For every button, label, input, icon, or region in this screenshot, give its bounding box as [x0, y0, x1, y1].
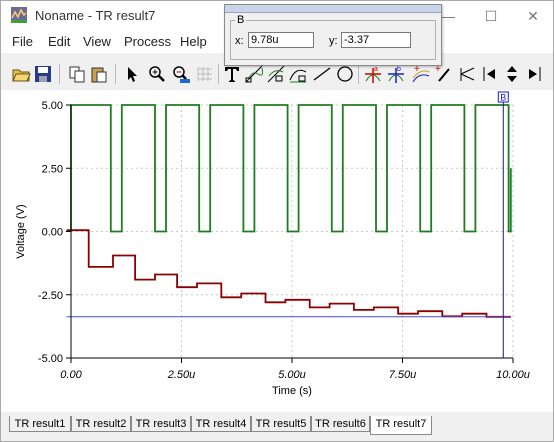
zoom-100-icon[interactable] [171, 64, 191, 84]
chart-app-icon [11, 7, 27, 23]
y-value-field[interactable] [341, 32, 411, 48]
tab-tr-result5[interactable]: TR result5 [251, 416, 311, 432]
menu-process[interactable]: Process [124, 34, 171, 49]
cursor-a-icon[interactable]: a [363, 64, 383, 84]
paste-icon[interactable] [89, 64, 109, 84]
ellipse-tool-icon[interactable] [335, 64, 355, 84]
axes: 5.00 2.50 0.00 -2.50 -5.00 0.00 2.50u 5.00u 7.50… [15, 100, 530, 397]
cursor-group-label: B [235, 14, 247, 26]
x-tick-label: 2.50u [167, 369, 196, 381]
line-tool-icon[interactable] [312, 64, 332, 84]
curve-tool-3-icon[interactable] [288, 64, 308, 84]
y-tick-label: -2.50 [38, 290, 63, 302]
x-tick-label: 5.00u [278, 369, 306, 381]
svg-text:a: a [374, 66, 378, 73]
prev-arrow-icon[interactable] [480, 64, 500, 84]
pen-tool-icon[interactable]: + [433, 64, 453, 84]
tab-tr-result2[interactable]: TR result2 [71, 416, 131, 432]
select-arrow-icon[interactable] [121, 64, 141, 84]
tab-tr-result7[interactable]: TR result7 [370, 416, 432, 435]
save-icon[interactable] [33, 64, 53, 84]
plot-area[interactable]: 5.00 2.50 0.00 -2.50 -5.00 0.00 2.50u 5.00u 7.50… [1, 90, 553, 412]
x-axis-label: Time (s) [272, 385, 312, 397]
cursor-b-marker [497, 91, 509, 103]
result-tabs: TR result1 TR result2 TR result3 TR resu… [1, 412, 553, 441]
menu-help[interactable]: Help [180, 34, 207, 49]
svg-text:+: + [435, 64, 441, 75]
tab-tr-result1[interactable]: TR result1 [9, 416, 71, 432]
toolbar-separator [358, 64, 359, 84]
series-layer [66, 104, 512, 318]
x-value-field[interactable] [248, 32, 314, 48]
toolbar-separator [218, 64, 219, 84]
square-wave-trace [70, 104, 512, 233]
maximize-button[interactable]: ☐ [484, 8, 498, 24]
grid-icon[interactable] [195, 64, 215, 84]
tab-tr-result3[interactable]: TR result3 [131, 416, 191, 432]
x-tick-label: 7.50u [389, 369, 417, 381]
text-tool-icon[interactable] [222, 64, 242, 84]
y-tick-label: 2.50 [42, 163, 63, 175]
y-tick-label: -5.00 [38, 353, 63, 365]
voltage-chart: 5.00 2.50 0.00 -2.50 -5.00 0.00 2.50u 5.00u 7.50… [15, 91, 530, 397]
cursor-b-group [230, 20, 436, 60]
copy-icon[interactable] [67, 64, 87, 84]
cursor-b-icon[interactable]: b [386, 64, 406, 84]
next-arrow-icon[interactable] [524, 64, 544, 84]
cursor-b-layer: B [497, 91, 509, 358]
toolbar-separator [115, 64, 116, 84]
tab-tr-result4[interactable]: TR result4 [191, 416, 251, 432]
marker-icon[interactable] [458, 64, 478, 84]
step-response-trace [66, 229, 511, 318]
svg-text:b: b [397, 66, 401, 73]
x-tick-label: 0.00 [60, 369, 82, 381]
x-label: x: [235, 35, 244, 47]
minimize-button[interactable]: — [441, 8, 455, 24]
panel-title-bar[interactable] [225, 5, 441, 13]
curve-tool-2-icon[interactable] [266, 64, 286, 84]
y-tick-label: 5.00 [42, 100, 63, 112]
y-label: y: [329, 35, 338, 47]
close-button[interactable]: ✕ [527, 8, 539, 24]
y-tick-label: 0.00 [42, 227, 63, 239]
zoom-in-icon[interactable] [147, 64, 167, 84]
tab-tr-result6[interactable]: TR result6 [311, 416, 370, 432]
toolbar: a b + + [1, 58, 553, 90]
menu-edit[interactable]: Edit [48, 34, 71, 49]
menu-file[interactable]: File [12, 34, 33, 49]
svg-text:+: + [414, 64, 420, 75]
add-curve-icon[interactable]: + [411, 64, 431, 84]
toolbar-separator [59, 64, 60, 84]
menu-view[interactable]: View [83, 34, 111, 49]
curve-tool-icon[interactable] [244, 64, 264, 84]
y-axis-label: Voltage (V) [15, 204, 27, 258]
x-tick-label: 10.00u [496, 369, 530, 381]
open-folder-icon[interactable] [11, 64, 31, 84]
window-title: Noname - TR result7 [35, 8, 156, 23]
cursor-readout-panel: B x: y: [224, 4, 442, 66]
cursor-b-label: B [500, 93, 506, 103]
up-down-icon[interactable] [502, 64, 522, 84]
